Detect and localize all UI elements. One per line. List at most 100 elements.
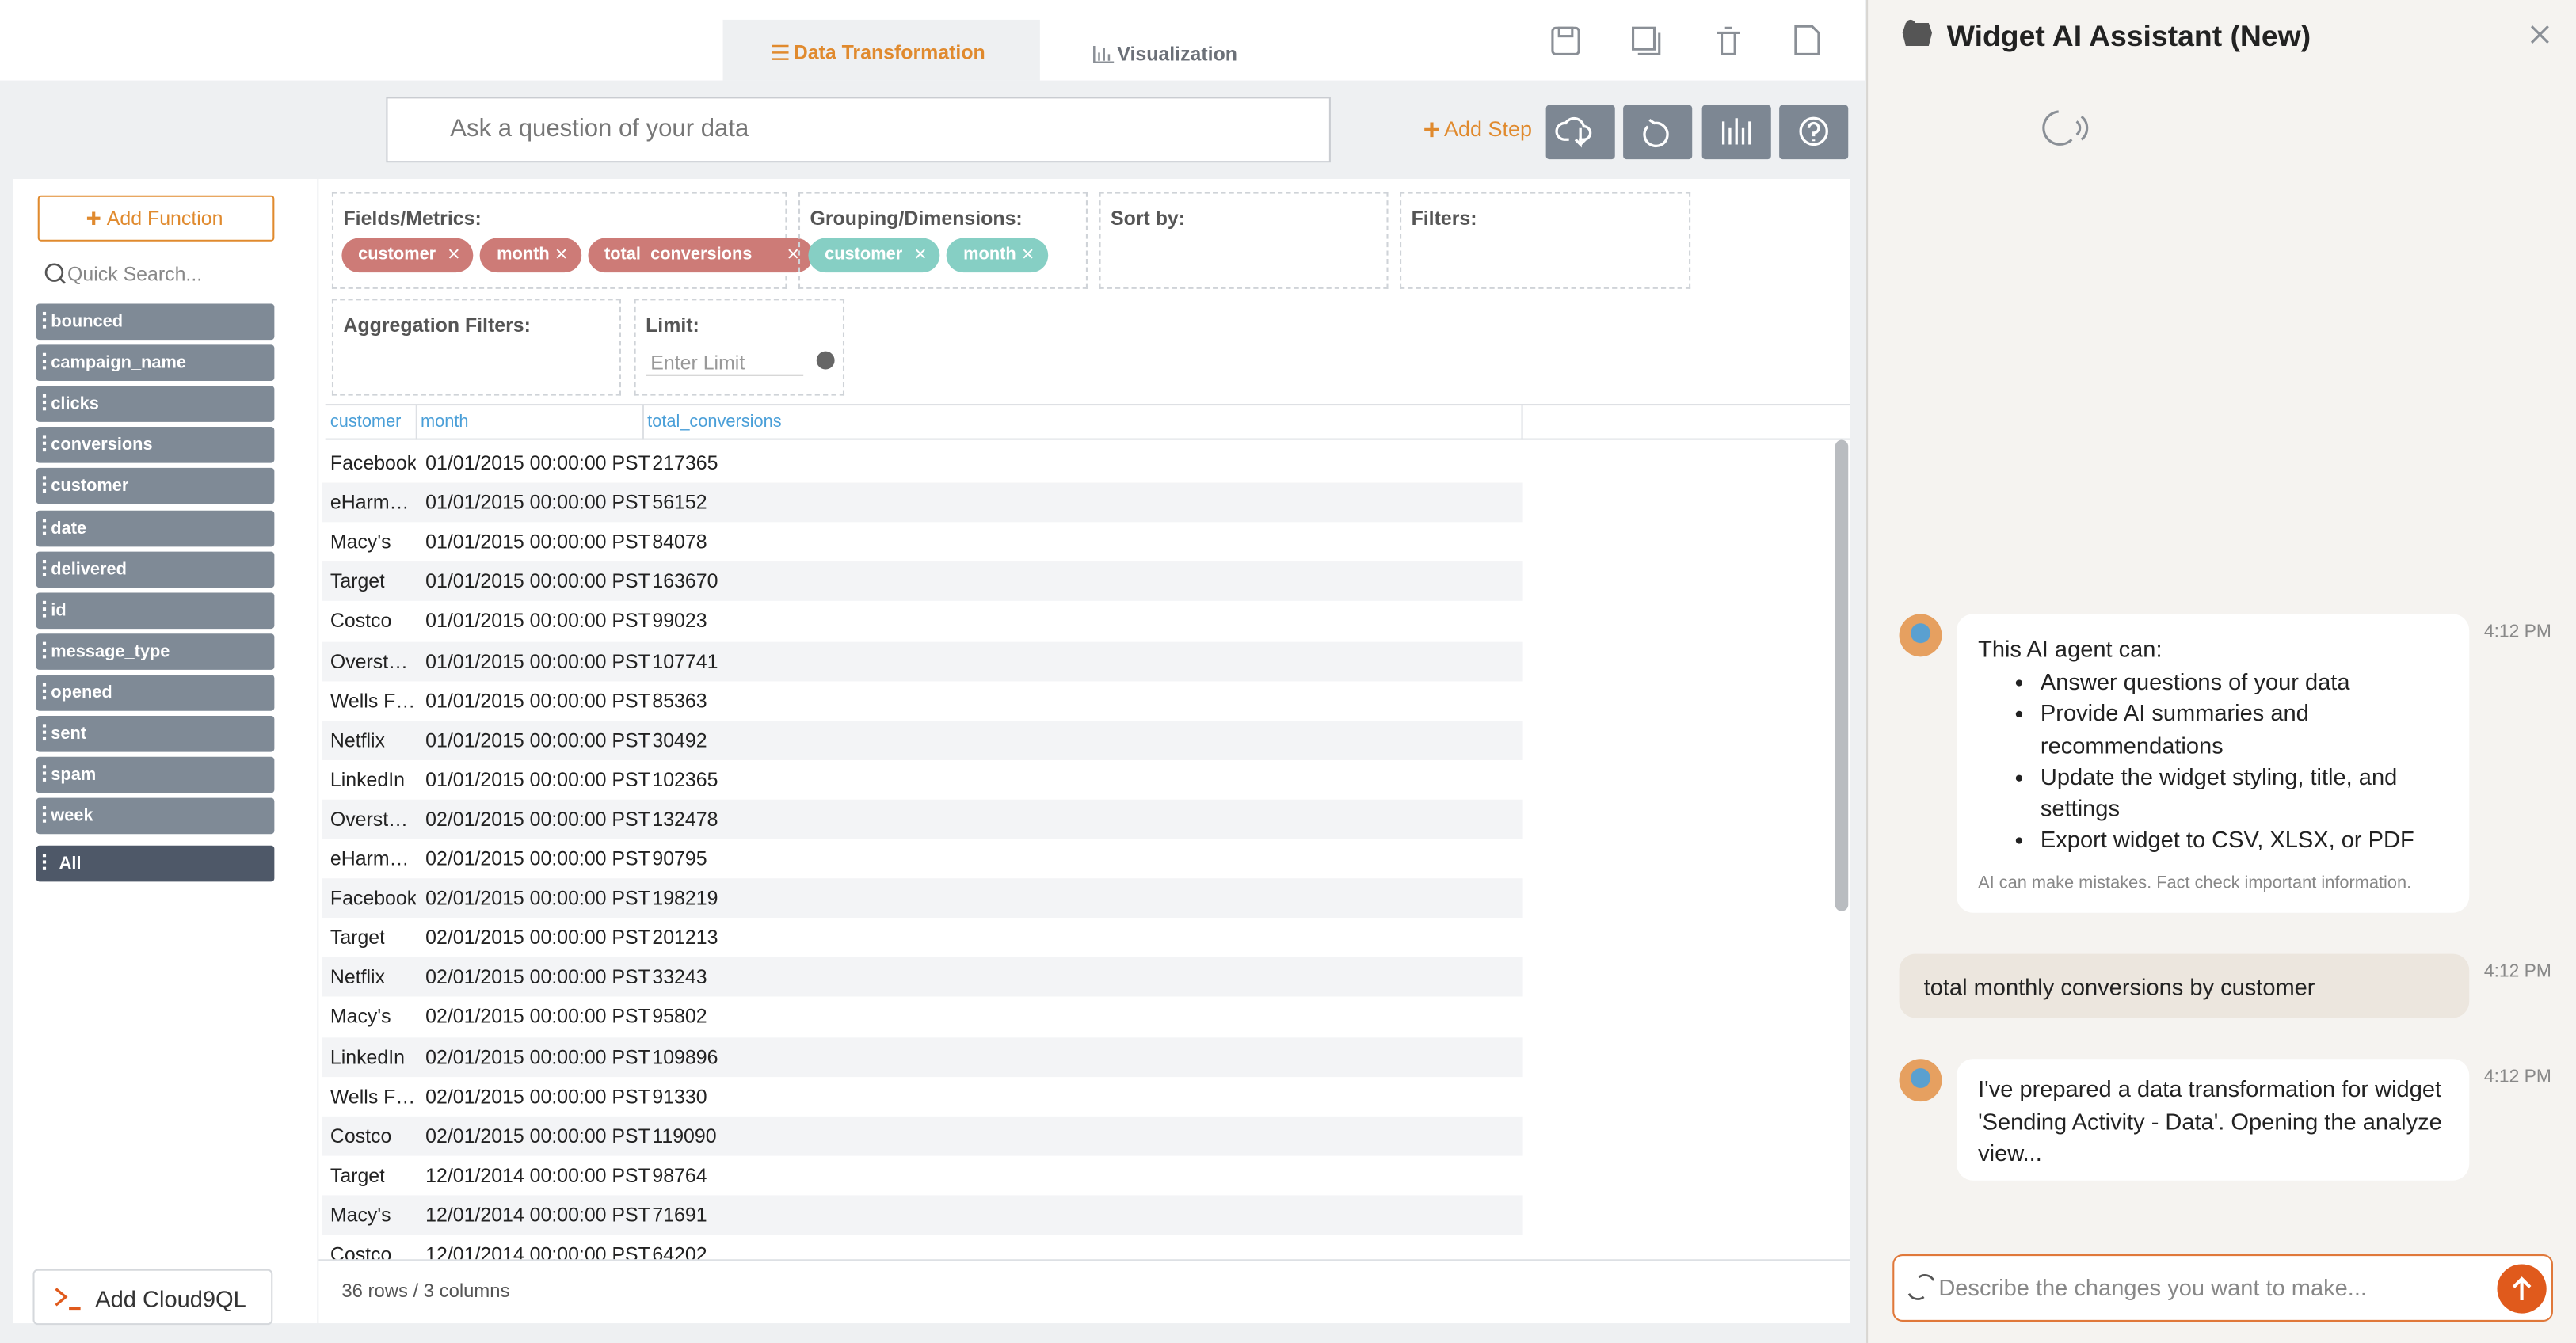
column-header[interactable]: total_conversions [647, 412, 782, 432]
zone-label: Limit: [646, 314, 699, 337]
disclaimer: AI can make mistakes. Fact check importa… [1978, 873, 2412, 893]
capability-list: Answer questions of your dataProvide AI … [1978, 667, 2448, 857]
cell: 95802 [652, 1005, 707, 1029]
cell: 98764 [652, 1163, 707, 1187]
field-item[interactable]: spam [36, 756, 275, 793]
row-band [322, 1116, 1523, 1155]
cell: 02/01/2015 00:00:00 PST [425, 807, 650, 831]
drag-handle [42, 724, 47, 741]
add-cloud9ql-label[interactable]: Add Cloud9QL [95, 1285, 246, 1312]
cell: 02/01/2015 00:00:00 PST [425, 847, 650, 870]
field-label: spam [51, 765, 97, 786]
add-function[interactable] [37, 195, 275, 242]
cell: Costco [330, 1124, 392, 1147]
cell: 91330 [652, 1084, 707, 1108]
cell: 02/01/2015 00:00:00 PST [425, 965, 650, 989]
chip[interactable]: total_conversions × [588, 238, 814, 273]
column-header[interactable]: month [420, 412, 469, 432]
cell: Netflix [330, 728, 386, 751]
drop-zone: Limit: Enter Limit [634, 299, 845, 396]
field-item[interactable]: clicks [36, 386, 275, 423]
drag-handle [42, 854, 47, 870]
chip[interactable]: customer × [808, 238, 941, 273]
cell: Macy's [330, 1203, 391, 1227]
add-cloud9ql[interactable] [32, 1269, 273, 1326]
field-item[interactable]: bounced [36, 303, 275, 341]
cell: Overst… [330, 807, 409, 831]
chip[interactable]: customer × [341, 238, 474, 273]
drag-handle [42, 600, 47, 617]
field-item[interactable]: sent [36, 715, 275, 752]
cell: 02/01/2015 00:00:00 PST [425, 1005, 650, 1029]
cell: 02/01/2015 00:00:00 PST [425, 886, 650, 910]
cell: Macy's [330, 531, 391, 554]
cell: 12/01/2014 00:00:00 PST [425, 1163, 650, 1187]
drop-zone: Aggregation Filters: [331, 299, 621, 396]
limit-placeholder: Enter Limit [650, 351, 745, 375]
cell: 217365 [652, 451, 718, 475]
send-button[interactable] [2497, 1264, 2547, 1314]
chip-remove: × [787, 241, 800, 266]
column-header[interactable]: customer [330, 412, 402, 432]
drop-zone: Filters: [1400, 192, 1691, 289]
zone-label: Fields/Metrics: [343, 207, 482, 230]
chip-remove: × [1021, 241, 1035, 266]
search-placeholder[interactable]: Quick Search... [67, 262, 203, 286]
field-item[interactable]: id [36, 592, 275, 629]
footer-line [318, 1259, 1850, 1261]
cell: Target [330, 1163, 386, 1187]
add-function-label[interactable]: Add Function [106, 207, 223, 230]
field-label: delivered [51, 559, 127, 580]
cell: 85363 [652, 688, 707, 712]
drag-handle [42, 311, 47, 329]
add-step[interactable]: Add Step [1444, 116, 1533, 142]
field-item[interactable]: date [36, 509, 275, 546]
field-item[interactable]: conversions [36, 427, 275, 464]
assistant-panel: Widget AI Assistant (New) This AI agent c… [1866, 0, 2576, 1343]
cell: 107741 [652, 649, 718, 673]
drag-handle [42, 559, 47, 576]
cell: 71691 [652, 1203, 707, 1227]
tab[interactable]: Visualization [1117, 42, 1238, 66]
field-label: sent [51, 724, 87, 744]
cell: 64202 [652, 1242, 707, 1260]
chip[interactable]: month × [480, 238, 581, 273]
ask-placeholder: Ask a question of your data [450, 115, 749, 143]
cell: 198219 [652, 886, 718, 910]
chat-input[interactable]: Describe the changes you want to make... [1892, 1254, 2553, 1322]
cell: eHarm… [330, 491, 410, 515]
timestamp: 4:12 PM [2483, 622, 2551, 642]
row-band [322, 561, 1523, 602]
cell: 12/01/2014 00:00:00 PST [425, 1203, 650, 1227]
cell: 01/01/2015 00:00:00 PST [425, 649, 650, 673]
cell: Netflix [330, 965, 386, 989]
timestamp: 4:12 PM [2483, 1067, 2551, 1087]
field-item[interactable]: opened [36, 674, 275, 711]
row-band [322, 878, 1523, 919]
cell: Target [330, 926, 386, 949]
limit-input[interactable] [646, 346, 804, 376]
ask-input[interactable]: Ask a question of your data [386, 97, 1331, 163]
field-item[interactable]: week [36, 798, 275, 835]
column-divider [1521, 404, 1523, 440]
cell: 01/01/2015 00:00:00 PST [425, 688, 650, 712]
timestamp: 4:12 PM [2483, 961, 2551, 982]
drag-handle [42, 436, 47, 452]
cell: 01/01/2015 00:00:00 PST [425, 728, 650, 751]
tab-active[interactable] [722, 19, 1040, 81]
drag-handle [42, 641, 47, 658]
cell: 01/01/2015 00:00:00 PST [425, 610, 650, 633]
field-item[interactable]: delivered [36, 550, 275, 588]
field-label: bounced [51, 311, 124, 332]
avatar [1899, 614, 1942, 657]
tab[interactable]: Data Transformation [793, 40, 985, 64]
field-all[interactable]: All [36, 845, 275, 882]
row-band [322, 641, 1523, 681]
chip-remove: × [554, 241, 568, 266]
field-item[interactable]: campaign_name [36, 344, 275, 382]
chip[interactable]: month × [947, 238, 1048, 273]
field-item[interactable]: message_type [36, 633, 275, 670]
tool-button[interactable] [1623, 105, 1693, 160]
field-item[interactable]: customer [36, 468, 275, 505]
